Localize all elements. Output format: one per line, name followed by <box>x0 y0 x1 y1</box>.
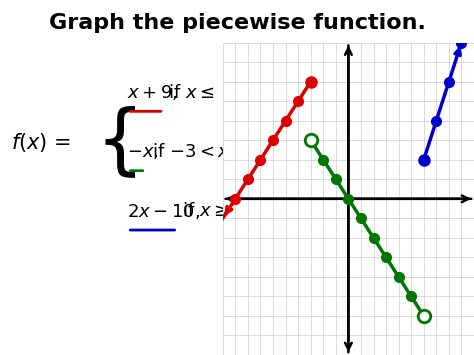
Text: $2x - 10$,: $2x - 10$, <box>128 202 201 221</box>
Text: $-x$,: $-x$, <box>128 143 159 161</box>
Text: {: { <box>96 105 144 180</box>
Text: if $x \geq 6$: if $x \geq 6$ <box>182 202 244 220</box>
Text: if $x \leq -3$: if $x \leq -3$ <box>168 83 252 102</box>
Text: $x + 9$,: $x + 9$, <box>128 83 178 102</box>
Text: $\overline{x + 9}$: $\overline{x + 9}$ <box>128 82 174 103</box>
Text: Graph the piecewise function.: Graph the piecewise function. <box>48 13 426 33</box>
Text: if $-3 < x < 6$: if $-3 < x < 6$ <box>153 143 263 161</box>
Text: $f(x)$ =: $f(x)$ = <box>11 131 71 154</box>
